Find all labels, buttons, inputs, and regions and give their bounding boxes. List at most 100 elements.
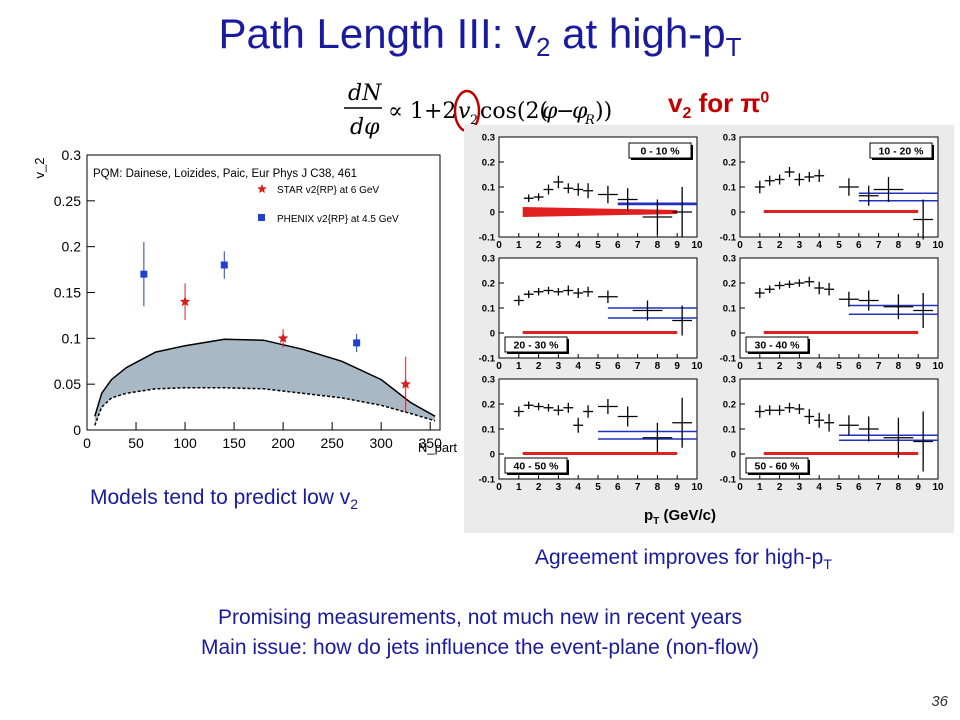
y-tick-label: 0.2 (482, 279, 495, 290)
x-tick-label: 6 (615, 482, 621, 493)
model-band (94, 339, 436, 426)
svg-text:R: R (584, 113, 595, 128)
centrality-panel: -0.100.10.20.30 1 2 3 4 5 6 7 8 9 100 - 10 % (479, 133, 703, 252)
y-tick-label: 0.3 (482, 375, 495, 386)
v2-pi0-label: v2 for π0 (668, 88, 770, 123)
x-tick-label: 0 (737, 361, 743, 372)
title-subscript-T: T (725, 32, 742, 62)
y-tick-label: 0.15 (54, 285, 81, 301)
panel-label-box (628, 142, 692, 159)
x-tick-label: 8 (896, 482, 902, 493)
y-tick-label: 0 (731, 329, 736, 340)
x-tick-label: 9 (674, 482, 680, 493)
x-tick-label: 0 (496, 482, 502, 493)
x-tick-label: 7 (635, 482, 641, 493)
x-tick-label: 6 (615, 361, 621, 372)
panel-label-box (745, 457, 809, 474)
x-tick-label: 9 (915, 361, 921, 372)
panel-label-box (504, 336, 568, 353)
model-band-red (763, 210, 919, 213)
panel-centrality-label: 50 - 60 % (755, 461, 801, 473)
x-tick-label: 1 (516, 482, 522, 493)
v2-vs-pt-panels-chart: -0.100.10.20.30 1 2 3 4 5 6 7 8 9 100 - 10 %-0.100… (464, 125, 954, 533)
y-tick-label: 0.3 (723, 254, 736, 265)
y-tick-label: 0.1 (482, 425, 496, 436)
data-point-square (353, 339, 361, 347)
x-tick-label: 10 (932, 361, 944, 372)
right-caption: Agreement improves for high-pT (535, 546, 832, 573)
x-tick-label: 4 (816, 361, 822, 372)
y-tick-label: 0.1 (723, 304, 737, 315)
y-tick-label: 0.3 (723, 133, 736, 144)
x-tick-label: 0 (737, 240, 743, 251)
y-tick-label: 0.2 (723, 158, 736, 169)
x-tick-label: 250 (320, 435, 344, 451)
y-tick-label: -0.1 (479, 233, 496, 244)
x-tick-label: 5 (595, 482, 601, 493)
x-tick-label: 7 (876, 240, 882, 251)
data-point-square (140, 270, 148, 278)
svg-text:φ: φ (542, 99, 558, 124)
x-tick-label: 3 (797, 361, 803, 372)
x-tick-label: 5 (836, 482, 842, 493)
y-tick-label: 0.1 (482, 304, 496, 315)
x-tick-label: 3 (797, 240, 803, 251)
svg-text:dN: dN (348, 81, 382, 106)
svg-text:1+2: 1+2 (410, 99, 456, 124)
y-tick-label: 0.05 (54, 376, 81, 392)
svg-text:dφ: dφ (350, 115, 380, 140)
x-tick-label: 8 (896, 361, 902, 372)
x-axis-title: pT (GeV/c) (644, 507, 716, 527)
svg-text:−: − (556, 99, 574, 124)
panel-centrality-label: 10 - 20 % (879, 146, 925, 158)
x-tick-label: 3 (556, 482, 562, 493)
x-tick-label: 0 (496, 240, 502, 251)
page-number: 36 (931, 693, 948, 710)
y-tick-label: 0.1 (723, 183, 737, 194)
svg-text:)): )) (595, 99, 612, 124)
bottom-line-2: Main issue: how do jets influence the ev… (201, 636, 759, 659)
data-point-star (179, 296, 191, 307)
x-tick-label: 1 (757, 482, 763, 493)
x-tick-label: 4 (816, 240, 822, 251)
x-tick-label: 3 (797, 482, 803, 493)
y-tick-label: -0.1 (479, 354, 496, 365)
y-tick-label: 0.2 (482, 400, 495, 411)
x-tick-label: 2 (777, 361, 783, 372)
x-tick-label: 10 (691, 482, 703, 493)
x-tick-label: 4 (575, 482, 581, 493)
legend-label: STAR v2{RP} at 6 GeV (277, 185, 379, 196)
x-tick-label: 9 (674, 240, 680, 251)
x-tick-label: 6 (856, 361, 862, 372)
x-tick-label: 1 (516, 361, 522, 372)
y-tick-label: 0 (731, 450, 736, 461)
panel-label-box (504, 457, 568, 474)
v2-vs-npart-chart: 0 50 100 150 200 250 300 350 0 0.05 0.1 0.15 0.2 0.25… (32, 147, 457, 455)
x-tick-label: 3 (556, 240, 562, 251)
y-tick-label: 0 (490, 329, 495, 340)
x-tick-label: 5 (836, 361, 842, 372)
y-tick-label: 0 (731, 208, 736, 219)
x-tick-label: 2 (777, 240, 783, 251)
x-tick-label: 10 (691, 361, 703, 372)
x-tick-label: 1 (757, 361, 763, 372)
x-tick-label: 2 (536, 240, 542, 251)
y-tick-label: 0.1 (482, 183, 496, 194)
x-tick-label: 7 (876, 361, 882, 372)
model-band-upper-edge (94, 338, 436, 417)
y-tick-label: 0.1 (62, 330, 82, 346)
x-tick-label: 150 (222, 435, 246, 451)
x-tick-label: 7 (635, 361, 641, 372)
title-subscript-2: 2 (536, 32, 551, 62)
bottom-line-1: Promising measurements, not much new in … (217, 606, 743, 629)
y-tick-label: 0.3 (482, 133, 495, 144)
y-tick-label: 0 (73, 422, 81, 438)
panel-label-box (745, 336, 809, 353)
data-point-square (220, 261, 228, 269)
x-tick-label: 300 (369, 435, 393, 451)
x-tick-label: 4 (575, 240, 581, 251)
panel-centrality-label: 0 - 10 % (640, 146, 680, 158)
legend-marker-square (258, 214, 265, 221)
